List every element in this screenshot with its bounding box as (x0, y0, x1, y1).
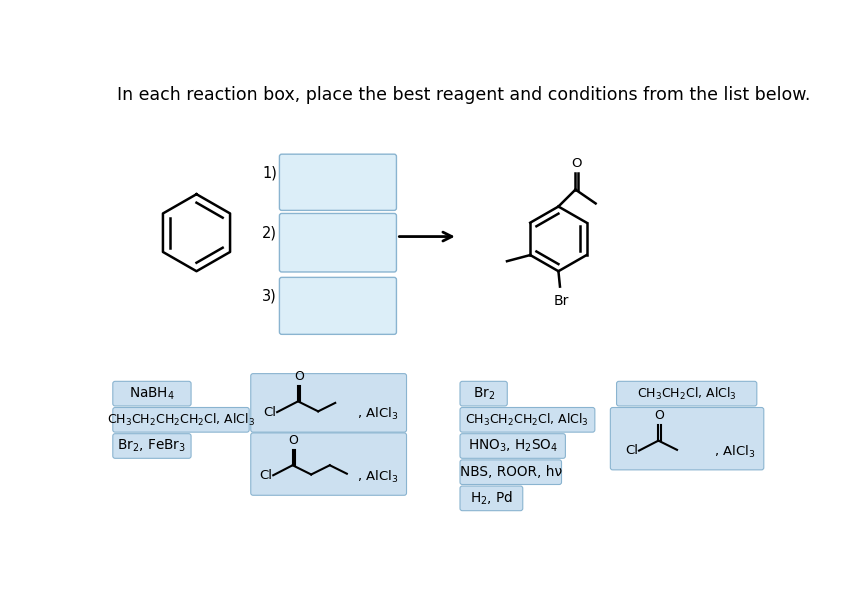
Text: HNO$_3$, H$_2$SO$_4$: HNO$_3$, H$_2$SO$_4$ (467, 438, 557, 454)
FancyBboxPatch shape (460, 408, 594, 432)
Text: 1): 1) (262, 166, 277, 181)
Text: 3): 3) (262, 289, 277, 304)
Text: O: O (294, 370, 304, 383)
FancyBboxPatch shape (460, 486, 523, 511)
Text: Cl: Cl (264, 406, 277, 419)
FancyBboxPatch shape (251, 373, 406, 432)
Text: Br$_2$: Br$_2$ (472, 386, 495, 402)
Text: , AlCl$_3$: , AlCl$_3$ (356, 406, 398, 422)
FancyBboxPatch shape (460, 434, 565, 458)
Text: O: O (571, 156, 582, 170)
FancyBboxPatch shape (460, 460, 562, 485)
Text: 2): 2) (262, 225, 277, 240)
Text: Cl: Cl (259, 469, 272, 481)
FancyBboxPatch shape (251, 433, 406, 496)
FancyBboxPatch shape (113, 381, 191, 406)
Text: , AlCl$_3$: , AlCl$_3$ (714, 444, 755, 460)
Text: Br$_2$, FeBr$_3$: Br$_2$, FeBr$_3$ (118, 438, 186, 454)
Text: O: O (289, 434, 298, 447)
Text: NBS, ROOR, hν: NBS, ROOR, hν (460, 465, 562, 479)
FancyBboxPatch shape (460, 381, 508, 406)
FancyBboxPatch shape (617, 381, 757, 406)
Text: Br: Br (554, 295, 570, 309)
FancyBboxPatch shape (113, 408, 249, 432)
FancyBboxPatch shape (279, 213, 397, 272)
Text: H$_2$, Pd: H$_2$, Pd (470, 489, 513, 507)
FancyBboxPatch shape (113, 434, 191, 458)
FancyBboxPatch shape (279, 154, 397, 210)
Text: Cl: Cl (625, 444, 638, 457)
Text: CH$_3$CH$_2$CH$_2$Cl, AlCl$_3$: CH$_3$CH$_2$CH$_2$Cl, AlCl$_3$ (466, 412, 589, 428)
Text: CH$_3$CH$_2$Cl, AlCl$_3$: CH$_3$CH$_2$Cl, AlCl$_3$ (637, 386, 736, 401)
Text: , AlCl$_3$: , AlCl$_3$ (356, 469, 398, 485)
Text: CH$_3$CH$_2$CH$_2$CH$_2$Cl, AlCl$_3$: CH$_3$CH$_2$CH$_2$CH$_2$Cl, AlCl$_3$ (107, 412, 255, 428)
Text: In each reaction box, place the best reagent and conditions from the list below.: In each reaction box, place the best rea… (117, 86, 810, 104)
Text: O: O (655, 409, 664, 422)
FancyBboxPatch shape (611, 408, 764, 470)
FancyBboxPatch shape (279, 277, 397, 334)
Text: NaBH$_4$: NaBH$_4$ (129, 386, 175, 402)
